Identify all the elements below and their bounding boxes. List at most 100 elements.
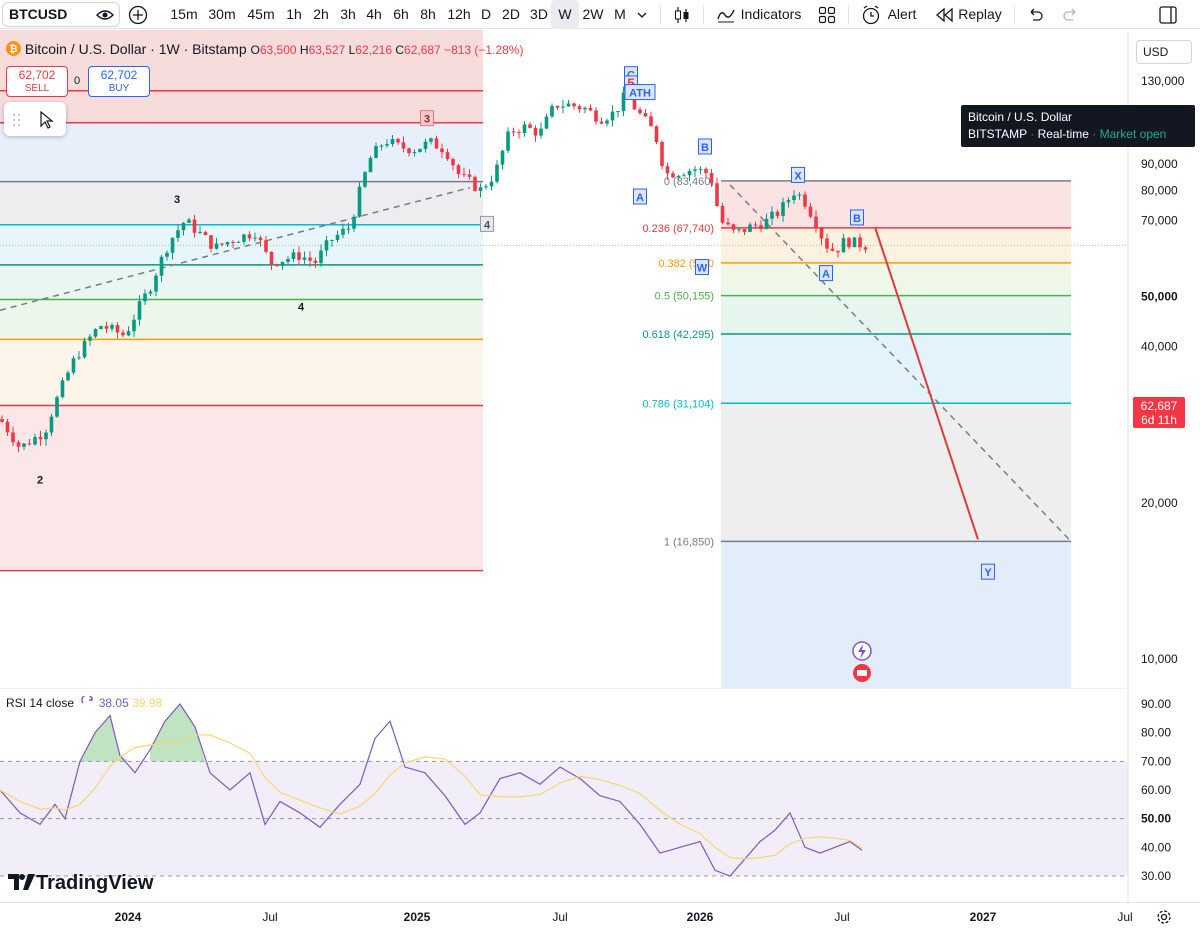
indicators-icon[interactable] [716,5,736,25]
ohlc-open-label: O [250,43,260,57]
fib-zone-left [0,181,483,225]
eye-icon[interactable] [96,7,114,23]
indicators-button[interactable]: Indicators [740,6,802,22]
ohlc-low: 62,216 [355,43,392,57]
interval-2w[interactable]: 2W [582,6,604,22]
refresh-icon[interactable] [81,694,95,710]
symbol-search[interactable]: BTCUSD [2,2,120,27]
replay-icon[interactable] [934,6,954,24]
fib-label: 0 (83,460) [664,176,714,188]
trend-line-dashed [0,186,471,311]
interval-8h[interactable]: 8h [420,6,436,22]
candle-body [709,173,714,184]
candle-body [308,257,312,261]
candle-body [313,260,318,264]
interval-45m[interactable]: 45m [247,6,275,22]
candle-body [302,257,307,260]
interval-w[interactable]: W [551,0,579,29]
buy-button[interactable]: 62,702 BUY [88,66,150,97]
wave-label-4: 4 [298,301,305,313]
add-symbol-icon[interactable] [128,5,148,25]
interval-30m[interactable]: 30m [208,6,236,22]
fib-zone-right [721,541,1071,688]
rsi-axis [1128,688,1200,902]
candle-body [814,216,818,229]
undo-icon[interactable] [1026,6,1044,24]
candle-body [82,340,87,358]
sell-button[interactable]: 62,702 SELL [6,66,68,97]
candle-body [440,148,444,153]
projection-line-dashed [729,184,1072,542]
settings-gear-icon[interactable] [1156,909,1172,925]
candle-body [27,443,32,445]
candle-body [726,222,730,225]
fib-zone-left [0,90,483,123]
interval-3d[interactable]: 3D [530,6,548,22]
candle-body [786,200,791,203]
candle-body [264,240,268,252]
interval-2h[interactable]: 2h [313,6,329,22]
time-axis-label: 2025 [403,910,431,924]
interval-2d[interactable]: 2D [502,6,520,22]
candle-body [319,250,323,264]
candle-body [418,148,422,153]
candle-body [231,241,235,243]
candle-body [187,219,191,223]
price-chart[interactable]: 0 (83,460)0.236 (67,740)0.382 (58,00.5 (… [0,30,1200,688]
chevron-down-icon[interactable] [636,9,648,21]
fib-zone-left [0,224,483,265]
candles-icon[interactable] [672,5,692,25]
candle-body [121,332,125,336]
alert-button[interactable]: Alert [887,6,917,22]
candle-body [852,237,857,248]
alert-clock-icon[interactable] [860,4,882,26]
rsi-pane[interactable]: 90.00 80.00 70.00 60.00 50.00 40.00 30.00 [0,688,1200,902]
interval-m[interactable]: M [614,6,626,22]
candle-body [825,238,829,249]
interval-d[interactable]: D [480,6,492,22]
tooltip-status: Market open [1099,127,1167,141]
candle-body [863,247,868,250]
cursor-arrow-icon[interactable] [38,110,54,130]
candle-body [544,116,549,129]
rsi-axis-label: 90.00 [1141,697,1171,711]
redo-icon[interactable] [1062,6,1080,24]
drag-handle-icon[interactable] [12,113,22,127]
sell-label: SELL [24,83,50,94]
candle-body [88,336,92,341]
templates-icon[interactable] [818,6,836,24]
time-axis-label: 2024 [114,910,142,924]
rsi-band [0,761,1128,876]
wave-label-3: 3 [420,110,434,127]
price-axis-label: 20,000 [1141,496,1178,510]
fib-zone-left [0,122,483,182]
candle-body [363,172,367,187]
price-axis-label: 10,000 [1141,652,1178,666]
buy-label: BUY [108,83,130,94]
interval-6h[interactable]: 6h [393,6,409,22]
interval-4h[interactable]: 4h [366,6,382,22]
bar-countdown: 6d 11h [1141,413,1177,427]
interval-12h[interactable]: 12h [447,6,471,22]
wave-label-3: 3 [174,194,180,206]
rsi-ma-line [0,734,863,860]
candle-body [803,194,807,207]
projection-line-red [874,226,979,540]
candle-body [346,228,351,230]
candle-body [517,132,521,134]
candle-body [258,237,263,241]
candle-body [390,138,395,145]
rsi-axis-label: 80.00 [1141,726,1171,740]
event-lightning-icon [858,644,866,659]
interval-3h[interactable]: 3h [340,6,356,22]
wave-label-a: A [819,265,833,282]
interval-1h[interactable]: 1h [286,6,302,22]
replay-button[interactable]: Replay [958,6,1002,22]
interval-15m[interactable]: 15m [170,6,198,22]
candle-body [33,437,37,445]
candle-body [550,105,554,117]
layout-panel-icon[interactable] [1158,5,1178,25]
candle-body [819,228,824,239]
svg-text:A: A [822,269,830,281]
currency-selector[interactable]: USD [1136,40,1192,64]
